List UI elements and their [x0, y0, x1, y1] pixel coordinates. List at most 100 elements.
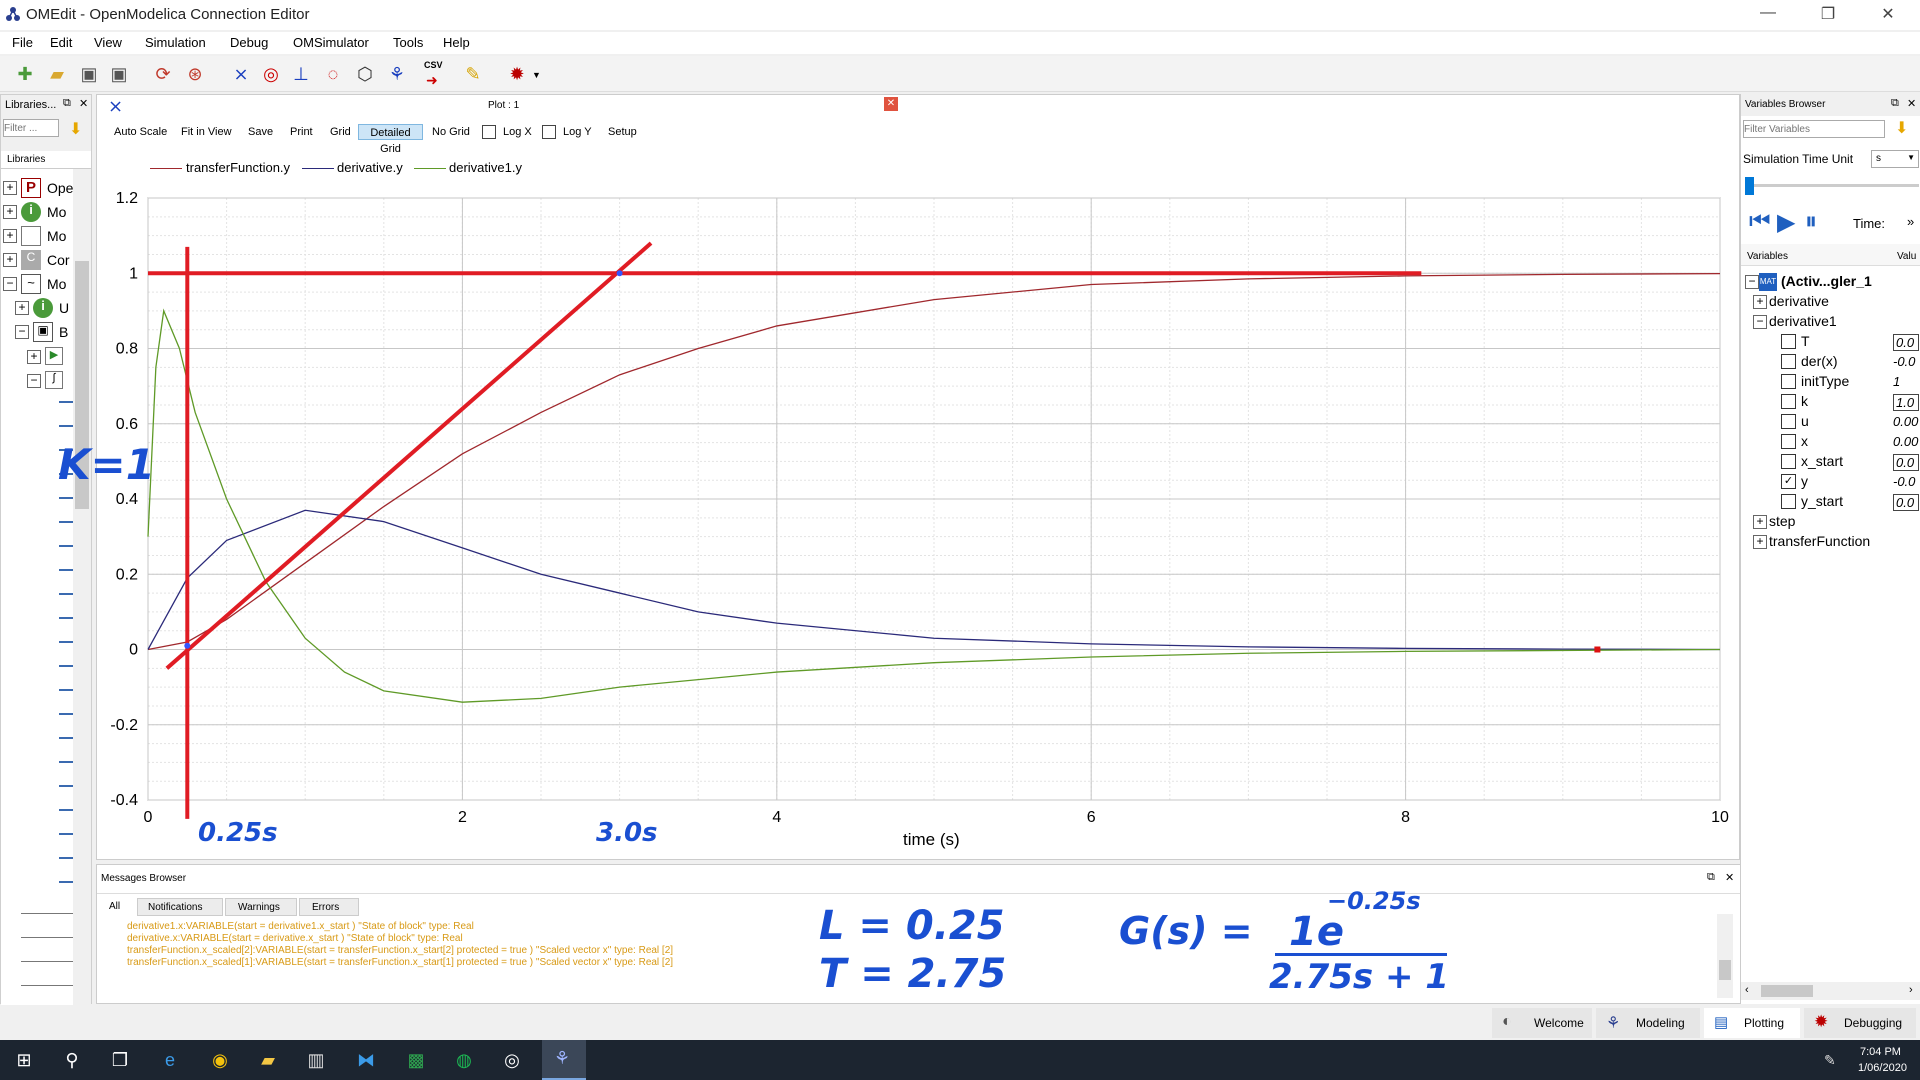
variables-hscrollbar[interactable]: ‹ ›	[1741, 982, 1920, 1000]
rewind-icon[interactable]: ⏮	[1749, 208, 1771, 235]
grid-button[interactable]: Grid	[330, 126, 351, 138]
tab-errors[interactable]: Errors	[299, 898, 359, 916]
variable-row[interactable]: x_start 0.0	[1741, 452, 1920, 472]
check-all-icon[interactable]: ⊛	[187, 64, 203, 84]
col-value[interactable]: Valu	[1897, 251, 1917, 262]
omedit-taskbar-button[interactable]: ⚘	[542, 1040, 586, 1080]
float-icon[interactable]: ⧉	[1891, 97, 1899, 109]
menu-debug[interactable]: Debug	[230, 35, 269, 50]
legend-item-derivative1[interactable]: derivative1.y	[449, 160, 522, 175]
open-folder-icon[interactable]: ▰	[50, 64, 64, 84]
restore-button[interactable]: ❐	[1820, 6, 1836, 23]
plot-canvas[interactable]: 0 2 4 6 8 10 -0.4 -0.2 0 0.2 0.4 0.6 0.8 1 1.2	[96, 180, 1740, 860]
play-icon[interactable]: ▶	[1777, 209, 1796, 236]
variable-checkbox[interactable]	[1781, 334, 1796, 349]
edge-browser-icon[interactable]: e	[164, 1050, 175, 1070]
variable-row[interactable]: x 0.00	[1741, 432, 1920, 452]
save-plot-button[interactable]: Save	[248, 126, 274, 138]
slider-handle[interactable]	[1745, 177, 1754, 195]
menu-simulation[interactable]: Simulation	[145, 35, 206, 50]
block-icon-list[interactable]	[59, 395, 73, 895]
detailed-grid-button[interactable]: Detailed Grid	[358, 124, 423, 155]
variable-value[interactable]: 0.0	[1893, 494, 1919, 511]
menu-help[interactable]: Help	[443, 35, 470, 50]
legend-item-derivative[interactable]: derivative.y	[337, 160, 403, 175]
float-icon[interactable]: ⧉	[63, 97, 71, 109]
variable-row[interactable]: y_start 0.0	[1741, 492, 1920, 512]
chevron-down-icon[interactable]: ▼	[532, 70, 541, 80]
library-item[interactable]: − ~ Mo	[1, 273, 73, 297]
variable-group[interactable]: − derivative1	[1741, 312, 1920, 332]
scrollbar-thumb[interactable]	[75, 261, 89, 509]
no-grid-button[interactable]: No Grid	[432, 126, 470, 138]
variable-checkbox[interactable]	[1781, 374, 1796, 389]
col-variables[interactable]: Variables	[1747, 251, 1788, 262]
taskbar-date[interactable]: 1/06/2020	[1858, 1062, 1907, 1074]
network-icon[interactable]: ⚘	[388, 64, 406, 84]
library-item[interactable]: − ▣ B	[1, 321, 73, 345]
arrow-down-icon[interactable]: ⬇	[69, 121, 83, 138]
library-item[interactable]: + Mo	[1, 225, 73, 249]
variable-group[interactable]: + derivative	[1741, 292, 1920, 312]
close-window-button[interactable]: ✕	[1881, 6, 1895, 23]
minimize-button[interactable]: —	[1760, 4, 1776, 21]
vscode-icon[interactable]: ⧓	[357, 1050, 375, 1070]
close-icon[interactable]: ✕	[1725, 872, 1735, 884]
qt-creator-icon[interactable]: ▩	[407, 1050, 425, 1070]
variable-row[interactable]: initType 1	[1741, 372, 1920, 392]
library-filter-input[interactable]	[3, 119, 59, 137]
variable-row[interactable]: k 1.0	[1741, 392, 1920, 412]
log-x-checkbox[interactable]	[482, 125, 496, 139]
variable-checkbox[interactable]	[1781, 414, 1796, 429]
menu-tools[interactable]: Tools	[393, 35, 424, 50]
variable-row[interactable]: ✓ y -0.0	[1741, 472, 1920, 492]
save-icon[interactable]: ▣	[80, 64, 98, 84]
sim-time-unit-select[interactable]: s ▼	[1871, 150, 1919, 168]
variable-root[interactable]: − MAT (Activ...gler_1	[1741, 272, 1920, 292]
messages-scrollbar[interactable]	[1717, 914, 1733, 998]
menu-edit[interactable]: Edit	[50, 35, 73, 50]
library-scrollbar[interactable]	[73, 169, 91, 1005]
csv-export-icon[interactable]: CSV	[424, 60, 443, 70]
array-plot-icon[interactable]: ⊥	[293, 64, 309, 84]
library-item[interactable]: + i U	[1, 297, 73, 321]
tab-notifications[interactable]: Notifications	[137, 898, 223, 916]
windows-start-icon[interactable]: ⊞	[16, 1050, 32, 1070]
chevron-right-icon[interactable]: ›	[1909, 984, 1913, 996]
library-item[interactable]: + i Mo	[1, 201, 73, 225]
plot-icon[interactable]: ⨯	[233, 64, 249, 84]
tab-all[interactable]: All	[101, 896, 131, 916]
variable-checkbox[interactable]	[1781, 434, 1796, 449]
variable-row[interactable]: T 0.0	[1741, 332, 1920, 352]
3d-view-icon[interactable]: ⬡	[357, 64, 373, 84]
whiteboard-icon[interactable]: ◎	[504, 1050, 520, 1070]
variable-checkbox[interactable]	[1781, 354, 1796, 369]
scrollbar-thumb[interactable]	[1719, 960, 1731, 980]
library-item[interactable]: + P Ope	[1, 177, 73, 201]
print-plot-button[interactable]: Print	[290, 126, 313, 138]
scrollbar-thumb[interactable]	[1761, 985, 1813, 997]
file-explorer-icon[interactable]: ▰	[261, 1050, 275, 1070]
clear-plot-icon[interactable]: ✎	[465, 64, 481, 84]
auto-scale-button[interactable]: Auto Scale	[114, 126, 168, 138]
search-icon[interactable]: ⚲	[65, 1050, 79, 1070]
plotting-perspective-button[interactable]: ▤ Plotting	[1704, 1008, 1800, 1038]
variable-row[interactable]: u 0.00	[1741, 412, 1920, 432]
variable-value[interactable]: 0.0	[1893, 454, 1919, 471]
variable-row[interactable]: der(x) -0.0	[1741, 352, 1920, 372]
library-item[interactable]: − ∫	[27, 371, 73, 391]
variable-value[interactable]: 0.0	[1893, 334, 1919, 351]
close-icon[interactable]: ✕	[79, 98, 89, 110]
arrow-down-icon[interactable]: ⬇	[1895, 120, 1909, 137]
menu-omsimulator[interactable]: OMSimulator	[293, 35, 369, 50]
variables-filter-input[interactable]	[1743, 120, 1885, 138]
variable-checkbox[interactable]	[1781, 454, 1796, 469]
log-y-checkbox[interactable]	[542, 125, 556, 139]
save-all-icon[interactable]: ▣	[110, 64, 128, 84]
float-icon[interactable]: ⧉	[1707, 871, 1715, 883]
debugging-perspective-button[interactable]: ✹ Debugging	[1804, 1008, 1916, 1038]
library-item[interactable]: + C Cor	[1, 249, 73, 273]
variable-checkbox[interactable]: ✓	[1781, 474, 1796, 489]
chevron-left-icon[interactable]: ‹	[1745, 984, 1749, 996]
block-group-list[interactable]	[21, 909, 73, 999]
